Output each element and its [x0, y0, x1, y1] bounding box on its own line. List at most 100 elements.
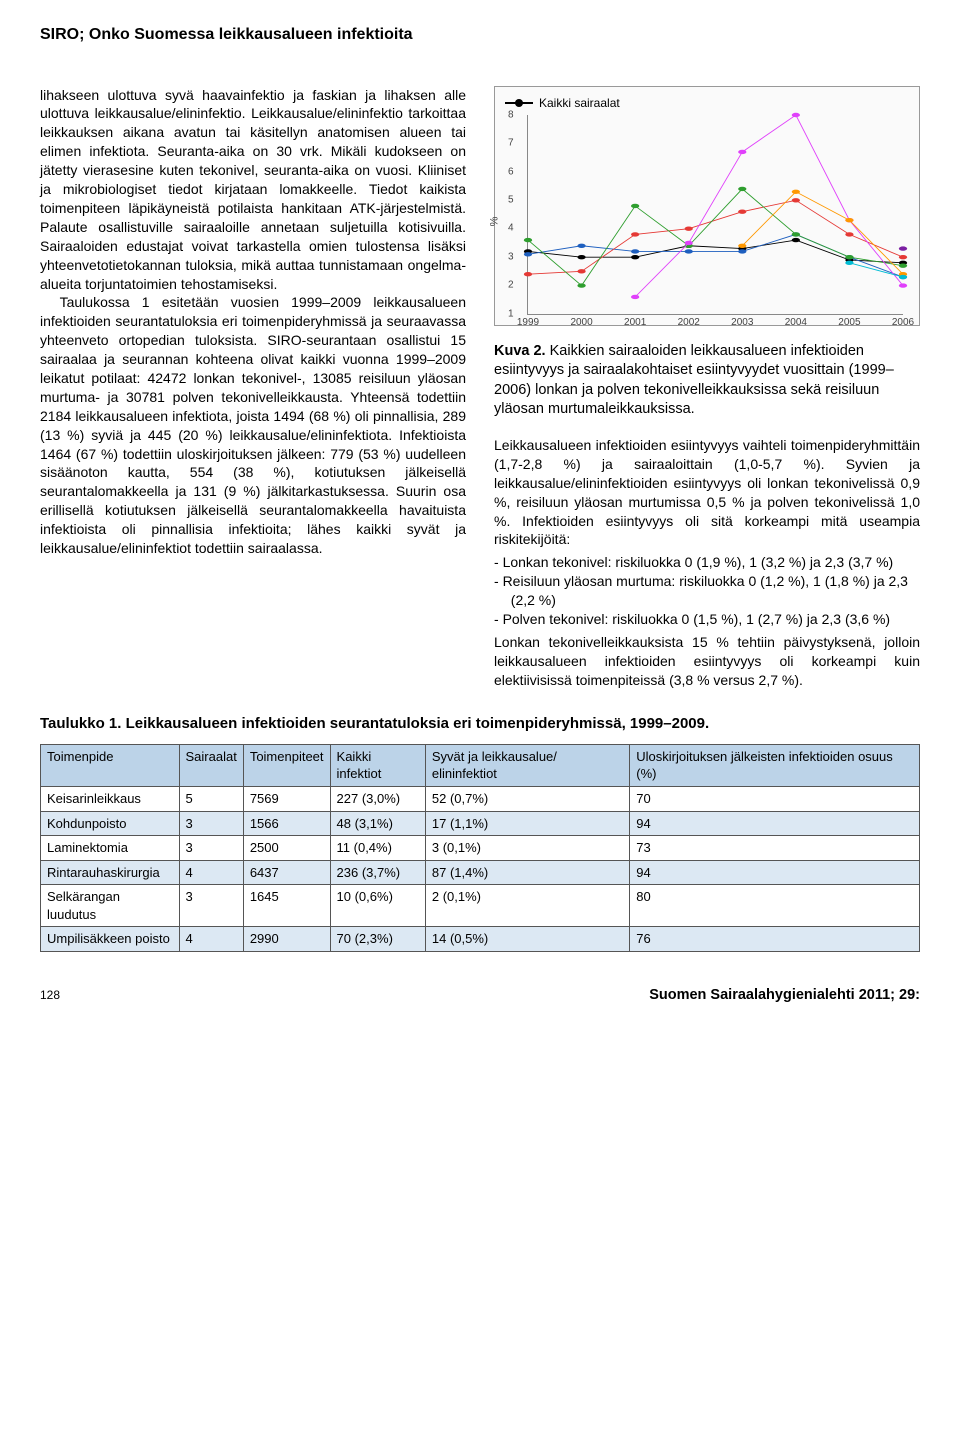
table-column-header: Syvät ja leikkausalue/ elininfektiot	[425, 744, 629, 786]
chart-series-marker	[577, 269, 585, 273]
table-cell: 48 (3,1%)	[330, 811, 425, 836]
chart-series-marker	[524, 238, 532, 242]
chart-y-tick: 2	[508, 279, 514, 293]
table-cell: 17 (1,1%)	[425, 811, 629, 836]
chart-series-marker	[845, 255, 853, 259]
chart-series-marker	[792, 189, 800, 193]
table-column-header: Toimenpide	[41, 744, 180, 786]
chart-series-marker	[899, 275, 907, 279]
page-footer: 128 Suomen Sairaalahygienialehti 2011; 2…	[40, 986, 920, 1006]
table-cell: 70	[630, 786, 920, 811]
chart-y-tick: 4	[508, 222, 514, 236]
chart-series-marker	[631, 232, 639, 236]
table-cell: 73	[630, 836, 920, 861]
chart-y-axis-label: %	[487, 217, 502, 227]
chart-series-marker	[792, 198, 800, 202]
table-cell: 236 (3,7%)	[330, 860, 425, 885]
table-cell: Kohdunpoisto	[41, 811, 180, 836]
chart-x-tick: 2006	[892, 316, 914, 330]
chart-series-marker	[524, 272, 532, 276]
chart-y-tick: 6	[508, 165, 514, 179]
chart-series-marker	[577, 255, 585, 259]
chart-x-tick: 2003	[731, 316, 753, 330]
chart-series-marker	[792, 113, 800, 117]
chart-series-marker	[577, 283, 585, 287]
chart-legend: Kaikki sairaalat	[505, 95, 909, 111]
chart-series-marker	[845, 218, 853, 222]
two-column-body: lihakseen ulottuva syvä haavainfektio ja…	[40, 86, 920, 690]
chart-svg	[528, 115, 903, 314]
chart-figure: Kaikki sairaalat % 123456781999200020012…	[494, 86, 920, 326]
table-cell: 6437	[243, 860, 330, 885]
chart-plot-area: % 12345678199920002001200220032004200520…	[527, 115, 903, 315]
chart-series-marker	[738, 187, 746, 191]
chart-series-marker	[631, 255, 639, 259]
chart-y-tick: 1	[508, 307, 514, 321]
table-cell: 3 (0,1%)	[425, 836, 629, 861]
table-row: Selkärangan luudutus3164510 (0,6%)2 (0,1…	[41, 885, 920, 927]
table-cell: 11 (0,4%)	[330, 836, 425, 861]
table-cell: 87 (1,4%)	[425, 860, 629, 885]
table-cell: Rintarauhaskirurgia	[41, 860, 180, 885]
data-table: ToimenpideSairaalatToimenpiteetKaikki in…	[40, 744, 920, 952]
left-body-text: lihakseen ulottuva syvä haavainfektio ja…	[40, 86, 466, 558]
table-cell: 80	[630, 885, 920, 927]
chart-x-tick: 2001	[624, 316, 646, 330]
chart-series-marker	[899, 283, 907, 287]
table-cell: Selkärangan luudutus	[41, 885, 180, 927]
list-item: Reisiluun yläosan murtuma: riskiluokka 0…	[511, 572, 920, 610]
table-cell: 1645	[243, 885, 330, 927]
chart-x-tick: 2002	[678, 316, 700, 330]
table-cell: 2 (0,1%)	[425, 885, 629, 927]
caption-text: Kaikkien sairaaloiden leikkausalueen inf…	[494, 343, 894, 418]
table-body: Keisarinleikkaus57569227 (3,0%)52 (0,7%)…	[41, 786, 920, 951]
chart-series-marker	[738, 150, 746, 154]
chart-series-marker	[738, 243, 746, 247]
chart-series-line	[849, 263, 903, 277]
chart-series-marker	[845, 232, 853, 236]
chart-x-tick: 2004	[785, 316, 807, 330]
chart-series-marker	[631, 204, 639, 208]
table-row: Keisarinleikkaus57569227 (3,0%)52 (0,7%)…	[41, 786, 920, 811]
list-item: Lonkan tekonivel: riskiluokka 0 (1,9 %),…	[511, 553, 920, 572]
table-cell: 76	[630, 927, 920, 952]
chart-series-marker	[685, 241, 693, 245]
table-column-header: Toimenpiteet	[243, 744, 330, 786]
chart-series-marker	[899, 255, 907, 259]
right-column: Kaikki sairaalat % 123456781999200020012…	[494, 86, 920, 690]
table-title: Taulukko 1. Leikkausalueen infektioiden …	[40, 714, 920, 734]
table-cell: 94	[630, 860, 920, 885]
table-cell: 4	[179, 927, 243, 952]
chart-series-marker	[685, 249, 693, 253]
paragraph: Taulukossa 1 esitetään vuosien 1999–2009…	[40, 293, 466, 557]
chart-series-marker	[631, 295, 639, 299]
table-cell: 227 (3,0%)	[330, 786, 425, 811]
table-row: Umpilisäkkeen poisto4299070 (2,3%)14 (0,…	[41, 927, 920, 952]
paragraph: Lonkan tekonivelleikkauksista 15 % tehti…	[494, 633, 920, 690]
left-column: lihakseen ulottuva syvä haavainfektio ja…	[40, 86, 466, 690]
table-cell: 94	[630, 811, 920, 836]
chart-series-marker	[685, 226, 693, 230]
chart-series-marker	[577, 243, 585, 247]
table-cell: 3	[179, 811, 243, 836]
table-header-row: ToimenpideSairaalatToimenpiteetKaikki in…	[41, 744, 920, 786]
chart-series-marker	[845, 260, 853, 264]
table-cell: Laminektomia	[41, 836, 180, 861]
risk-factor-list: Lonkan tekonivel: riskiluokka 0 (1,9 %),…	[494, 553, 920, 629]
paragraph: Leikkausalueen infektioiden esiintyvyys …	[494, 436, 920, 549]
chart-series-marker	[524, 252, 532, 256]
legend-label: Kaikki sairaalat	[539, 95, 620, 111]
table-cell: 4	[179, 860, 243, 885]
chart-series-marker	[899, 263, 907, 267]
table-cell: 3	[179, 885, 243, 927]
table-column-header: Kaikki infektiot	[330, 744, 425, 786]
table-cell: 14 (0,5%)	[425, 927, 629, 952]
chart-x-tick: 2000	[570, 316, 592, 330]
table-cell: 1566	[243, 811, 330, 836]
figure-caption: Kuva 2. Kaikkien sairaaloiden leikkausal…	[494, 342, 920, 420]
legend-marker-icon	[505, 102, 533, 104]
table-row: Rintarauhaskirurgia46437236 (3,7%)87 (1,…	[41, 860, 920, 885]
page-header: SIRO; Onko Suomessa leikkausalueen infek…	[40, 24, 920, 46]
table-cell: 3	[179, 836, 243, 861]
chart-series-marker	[792, 238, 800, 242]
